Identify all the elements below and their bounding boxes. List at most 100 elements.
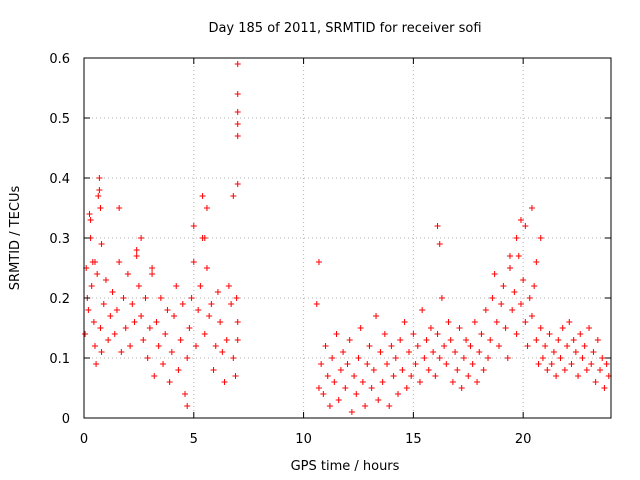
data-point xyxy=(485,355,492,361)
data-point xyxy=(97,325,104,331)
data-point xyxy=(313,301,320,307)
y-tick-label: 0.2 xyxy=(49,292,70,307)
data-point xyxy=(572,349,579,355)
data-point xyxy=(498,301,505,307)
x-tick-label: 15 xyxy=(405,432,422,447)
data-point xyxy=(478,331,485,337)
data-point xyxy=(445,319,452,325)
data-point xyxy=(368,385,375,391)
data-point xyxy=(528,205,535,211)
tick-labels: 0 5 10 15 20 0 0.1 0.2 0.3 0.4 0.5 0.6 xyxy=(49,52,531,447)
data-point xyxy=(544,367,551,373)
data-point xyxy=(458,385,465,391)
x-tick-label: 0 xyxy=(80,432,88,447)
data-point xyxy=(331,379,338,385)
data-point xyxy=(362,403,369,409)
data-point xyxy=(575,373,582,379)
data-point xyxy=(397,337,404,343)
data-point xyxy=(599,355,606,361)
data-point xyxy=(118,349,125,355)
data-point xyxy=(590,349,597,355)
data-point xyxy=(430,349,437,355)
data-point xyxy=(342,385,349,391)
data-point xyxy=(601,385,608,391)
data-point xyxy=(566,319,573,325)
data-point xyxy=(370,367,377,373)
data-point xyxy=(320,391,327,397)
data-point xyxy=(364,361,371,367)
grid-lines xyxy=(84,58,611,418)
data-point xyxy=(454,367,461,373)
data-point xyxy=(493,319,500,325)
data-point xyxy=(460,355,467,361)
data-point xyxy=(113,307,120,313)
y-tick-label: 0.1 xyxy=(49,352,70,367)
data-point xyxy=(583,367,590,373)
data-point xyxy=(546,331,553,337)
data-point xyxy=(190,259,197,265)
y-tick-label: 0.5 xyxy=(49,112,70,127)
data-point xyxy=(373,313,380,319)
data-point xyxy=(95,193,102,199)
data-point xyxy=(90,319,97,325)
data-point xyxy=(315,259,322,265)
data-point xyxy=(166,379,173,385)
data-point xyxy=(329,355,336,361)
data-point xyxy=(419,307,426,313)
data-point xyxy=(201,331,208,337)
data-point xyxy=(581,343,588,349)
data-point xyxy=(201,235,208,241)
data-point xyxy=(553,373,560,379)
data-point xyxy=(221,379,228,385)
data-point xyxy=(522,223,529,229)
data-point xyxy=(412,361,419,367)
data-point xyxy=(199,193,206,199)
data-point xyxy=(441,343,448,349)
data-point xyxy=(432,373,439,379)
data-point xyxy=(531,283,538,289)
data-point xyxy=(467,343,474,349)
data-point xyxy=(133,247,140,253)
data-point xyxy=(535,361,542,367)
data-point xyxy=(395,391,402,397)
data-point xyxy=(379,379,386,385)
data-point xyxy=(315,385,322,391)
data-point xyxy=(564,343,571,349)
data-point xyxy=(210,367,217,373)
data-point xyxy=(225,283,232,289)
data-point xyxy=(392,355,399,361)
data-point xyxy=(162,331,169,337)
data-point xyxy=(443,361,450,367)
data-point xyxy=(452,349,459,355)
data-point xyxy=(184,403,191,409)
data-point xyxy=(88,283,95,289)
data-point xyxy=(133,253,140,259)
data-point xyxy=(322,343,329,349)
data-point xyxy=(348,409,355,415)
data-point xyxy=(335,397,342,403)
data-point xyxy=(506,265,513,271)
data-point xyxy=(403,385,410,391)
data-point xyxy=(480,367,487,373)
data-point xyxy=(214,289,221,295)
data-point xyxy=(476,349,483,355)
data-point xyxy=(142,295,149,301)
data-point xyxy=(533,337,540,343)
data-point xyxy=(203,265,210,271)
data-point xyxy=(344,361,351,367)
data-point xyxy=(469,361,476,367)
data-point xyxy=(109,289,116,295)
x-tick-label: 10 xyxy=(295,432,312,447)
data-point xyxy=(230,193,237,199)
data-point xyxy=(548,361,555,367)
data-point xyxy=(491,271,498,277)
data-point xyxy=(91,259,98,265)
data-point xyxy=(463,337,470,343)
data-point xyxy=(100,301,107,307)
data-point xyxy=(366,343,373,349)
ticks xyxy=(83,57,611,419)
data-point xyxy=(102,277,109,283)
data-point xyxy=(82,331,89,337)
data-point xyxy=(324,373,331,379)
data-point xyxy=(217,319,224,325)
